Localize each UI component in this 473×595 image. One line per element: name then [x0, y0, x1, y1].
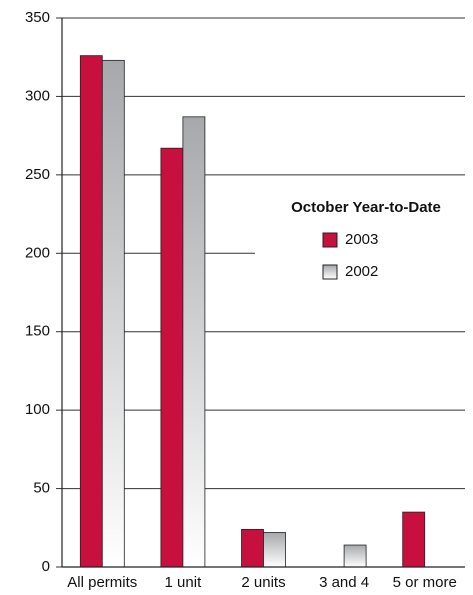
y-tick-label: 200	[25, 244, 50, 261]
bar	[79, 55, 103, 568]
bar	[182, 116, 206, 568]
y-tick-label: 300	[25, 87, 50, 104]
y-tick-label: 150	[25, 323, 50, 340]
y-tick-label: 350	[25, 9, 50, 26]
x-tick-label: All permits	[67, 574, 137, 591]
legend-background	[255, 190, 470, 290]
legend-swatch	[322, 232, 338, 248]
bar	[402, 511, 426, 568]
y-tick-label: 50	[33, 480, 50, 497]
y-tick-label: 250	[25, 166, 50, 183]
legend-title: October Year-to-Date	[291, 199, 441, 216]
legend-swatch	[322, 264, 338, 280]
bar	[241, 528, 264, 568]
legend-label: 2003	[345, 231, 378, 248]
y-tick-label: 100	[25, 401, 50, 418]
bar	[160, 147, 184, 568]
bar	[263, 532, 286, 568]
x-tick-label: 3 and 4	[319, 574, 369, 591]
x-tick-label: 1 unit	[165, 574, 203, 591]
x-tick-label: 5 or more	[393, 574, 457, 591]
bar	[343, 544, 367, 568]
legend-label: 2002	[345, 263, 378, 280]
bar	[101, 59, 125, 568]
x-tick-label: 2 units	[241, 574, 285, 591]
y-tick-label: 0	[42, 558, 50, 575]
